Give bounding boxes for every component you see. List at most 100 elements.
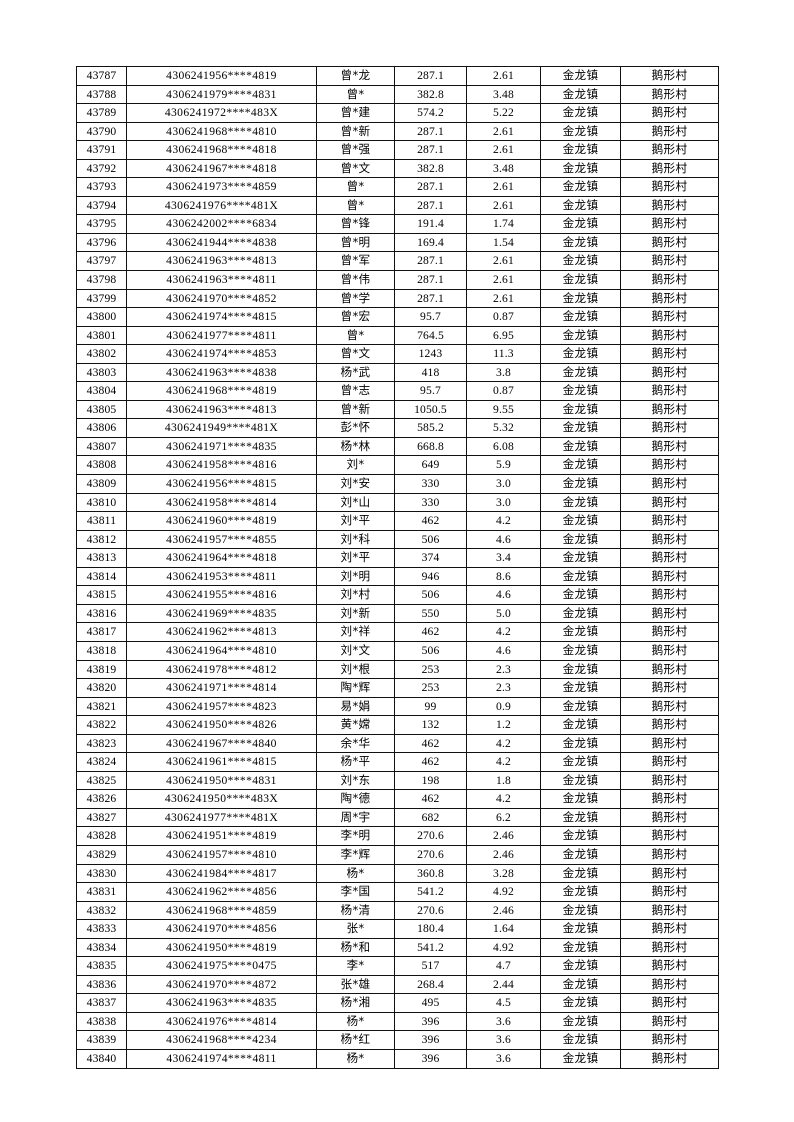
cell-masked-person-name: 刘*平	[316, 511, 395, 531]
table-row: 43837 4306241963****4835 杨*湘 495 4.5 金龙镇 鹅形村	[76, 993, 719, 1013]
cell-sequence-number: 43821	[76, 696, 127, 717]
cell-masked-id-number: 4306241963****4838	[126, 362, 317, 383]
cell-sequence-number: 43808	[76, 455, 127, 476]
cell-area: 5.0	[466, 603, 541, 624]
cell-village: 鹅形村	[620, 900, 719, 921]
cell-amount: 585.2	[394, 418, 467, 438]
cell-masked-person-name: 刘*科	[316, 529, 395, 550]
cell-amount: 506	[394, 640, 467, 661]
cell-amount: 396	[394, 1030, 467, 1050]
cell-sequence-number: 43815	[76, 585, 127, 605]
table-row: 43817 4306241962****4813 刘*祥 462 4.2 金龙镇 鹅形村	[76, 622, 719, 642]
cell-masked-person-name: 曾*明	[316, 232, 395, 253]
table-row: 43809 4306241956****4815 刘*安 330 3.0 金龙镇 鹅形村	[76, 474, 719, 494]
cell-amount: 95.7	[394, 307, 467, 327]
cell-amount: 287.1	[394, 251, 467, 272]
cell-sequence-number: 43836	[76, 974, 127, 995]
cell-area: 3.0	[466, 474, 541, 494]
cell-sequence-number: 43798	[76, 270, 127, 290]
cell-masked-id-number: 4306241976****4814	[126, 1011, 317, 1032]
cell-town: 金龙镇	[540, 1030, 621, 1050]
cell-masked-person-name: 曾*	[316, 84, 395, 105]
table-row: 43833 4306241970****4856 张* 180.4 1.64 金龙镇 鹅形村	[76, 919, 719, 939]
cell-masked-person-name: 杨*和	[316, 937, 395, 958]
cell-masked-person-name: 李*明	[316, 826, 395, 846]
cell-area: 2.61	[466, 251, 541, 272]
cell-town: 金龙镇	[540, 436, 621, 457]
cell-sequence-number: 43828	[76, 826, 127, 846]
cell-sequence-number: 43801	[76, 325, 127, 346]
cell-masked-person-name: 李*国	[316, 882, 395, 902]
cell-masked-id-number: 4306241944****4838	[126, 232, 317, 253]
cell-amount: 682	[394, 807, 467, 828]
cell-town: 金龙镇	[540, 1048, 621, 1069]
table-row: 43792 4306241967****4818 曾*文 382.8 3.48 金龙镇 鹅形…	[76, 158, 719, 179]
cell-town: 金龙镇	[540, 919, 621, 939]
cell-area: 2.46	[466, 844, 541, 865]
cell-masked-id-number: 4306241958****4816	[126, 455, 317, 476]
table-row: 43796 4306241944****4838 曾*明 169.4 1.54 金龙镇 鹅形…	[76, 232, 719, 253]
cell-masked-person-name: 曾*	[316, 177, 395, 197]
cell-sequence-number: 43787	[76, 66, 127, 86]
cell-masked-id-number: 4306241974****4815	[126, 307, 317, 327]
cell-masked-id-number: 4306241975****0475	[126, 956, 317, 976]
cell-masked-id-number: 4306241963****4835	[126, 993, 317, 1013]
cell-masked-id-number: 4306241949****481X	[126, 418, 317, 438]
cell-village: 鹅形村	[620, 455, 719, 476]
cell-town: 金龙镇	[540, 1011, 621, 1032]
cell-amount: 287.1	[394, 66, 467, 86]
cell-village: 鹅形村	[620, 863, 719, 884]
cell-sequence-number: 43818	[76, 640, 127, 661]
table-row: 43831 4306241962****4856 李*国 541.2 4.92 金龙镇 鹅形…	[76, 882, 719, 902]
cell-village: 鹅形村	[620, 195, 719, 216]
table-row: 43828 4306241951****4819 李*明 270.6 2.46 金龙镇 鹅形…	[76, 826, 719, 846]
table-row: 43836 4306241970****4872 张*雄 268.4 2.44 金龙镇 鹅形…	[76, 974, 719, 995]
cell-masked-id-number: 4306241950****4826	[126, 715, 317, 735]
cell-masked-person-name: 易*娟	[316, 696, 395, 717]
cell-area: 2.61	[466, 66, 541, 86]
cell-village: 鹅形村	[620, 733, 719, 754]
cell-area: 4.7	[466, 956, 541, 976]
table-row: 43822 4306241950****4826 黄*嫦 132 1.2 金龙镇 鹅形村	[76, 715, 719, 735]
cell-village: 鹅形村	[620, 659, 719, 680]
cell-sequence-number: 43823	[76, 733, 127, 754]
cell-amount: 506	[394, 529, 467, 550]
cell-sequence-number: 43796	[76, 232, 127, 253]
cell-masked-id-number: 4306241950****483X	[126, 789, 317, 809]
cell-town: 金龙镇	[540, 678, 621, 698]
cell-town: 金龙镇	[540, 325, 621, 346]
cell-sequence-number: 43820	[76, 678, 127, 698]
cell-village: 鹅形村	[620, 789, 719, 809]
cell-sequence-number: 43811	[76, 511, 127, 531]
cell-masked-person-name: 曾*军	[316, 251, 395, 272]
cell-amount: 462	[394, 789, 467, 809]
cell-masked-id-number: 4306241953****4811	[126, 566, 317, 587]
cell-town: 金龙镇	[540, 232, 621, 253]
cell-area: 2.61	[466, 177, 541, 197]
cell-village: 鹅形村	[620, 937, 719, 958]
cell-town: 金龙镇	[540, 418, 621, 438]
cell-sequence-number: 43825	[76, 770, 127, 791]
cell-town: 金龙镇	[540, 566, 621, 587]
cell-masked-person-name: 曾*伟	[316, 270, 395, 290]
cell-masked-id-number: 4306241971****4835	[126, 436, 317, 457]
cell-sequence-number: 43833	[76, 919, 127, 939]
cell-amount: 169.4	[394, 232, 467, 253]
cell-town: 金龙镇	[540, 733, 621, 754]
cell-area: 5.32	[466, 418, 541, 438]
cell-town: 金龙镇	[540, 900, 621, 921]
cell-village: 鹅形村	[620, 492, 719, 513]
cell-village: 鹅形村	[620, 251, 719, 272]
cell-masked-id-number: 4306241964****4810	[126, 640, 317, 661]
cell-area: 1.2	[466, 715, 541, 735]
cell-sequence-number: 43814	[76, 566, 127, 587]
cell-masked-person-name: 曾*锋	[316, 214, 395, 234]
cell-masked-person-name: 曾*志	[316, 381, 395, 401]
cell-sequence-number: 43809	[76, 474, 127, 494]
cell-village: 鹅形村	[620, 1011, 719, 1032]
cell-sequence-number: 43822	[76, 715, 127, 735]
cell-village: 鹅形村	[620, 807, 719, 828]
cell-amount: 649	[394, 455, 467, 476]
cell-village: 鹅形村	[620, 882, 719, 902]
cell-sequence-number: 43832	[76, 900, 127, 921]
